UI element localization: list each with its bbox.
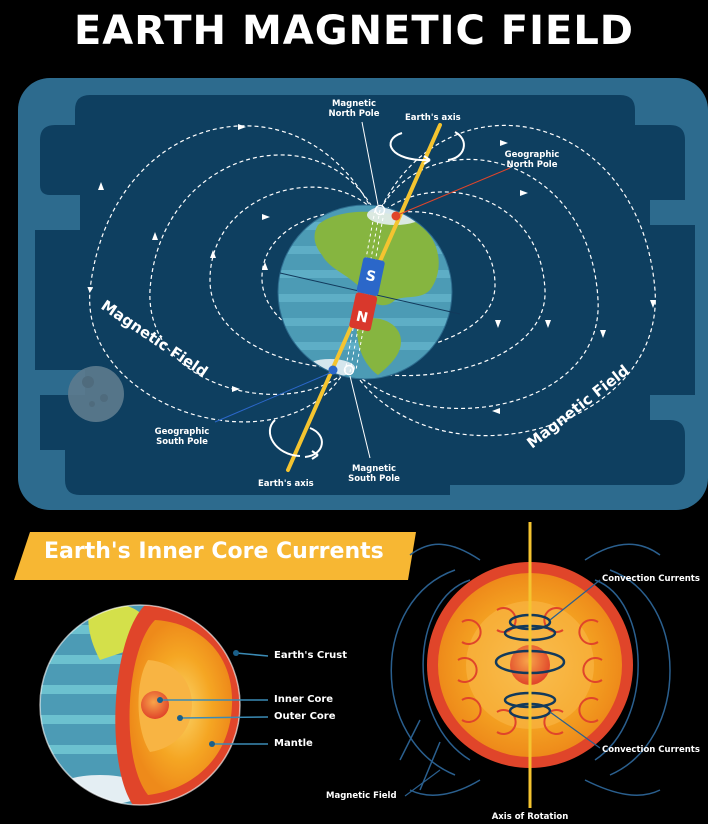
core-banner-title: Earth's Inner Core Currents: [44, 539, 384, 564]
inner-core: [141, 691, 169, 719]
geographic-south-pole-line2: South Pole: [156, 437, 208, 447]
mantle-label: Mantle: [274, 738, 313, 749]
core-banner-bg: [14, 532, 416, 580]
rotation-arrow-top: [389, 131, 465, 165]
magnetic-north-pole-line1: Magnetic: [331, 99, 377, 109]
outer-field-lines: [390, 543, 671, 796]
convection-currents-bottom-label: Convection Currents: [602, 745, 700, 755]
page-title: EARTH MAGNETIC FIELD: [73, 8, 635, 54]
bar-magnet: S N: [349, 257, 385, 332]
moon-icon: [68, 366, 124, 422]
earths-axis-top-label: Earth's axis: [405, 113, 461, 123]
convection-currents-top-label: Convection Currents: [602, 574, 700, 584]
field-lines: [87, 124, 656, 437]
convection-diagram: [390, 522, 671, 808]
core-banner: Earth's Inner Core Currents: [14, 526, 416, 582]
geographic-north-pole-label: Geographic North Pole: [502, 150, 562, 170]
outer-core-label: Outer Core: [274, 711, 336, 722]
magnetic-field-label: Magnetic Field: [326, 791, 397, 801]
magnetic-south-pole-line1: Magnetic: [351, 464, 397, 474]
geographic-south-pole-line1: Geographic: [154, 427, 210, 437]
inner-core-label: Inner Core: [274, 694, 334, 705]
axis-of-rotation-label: Axis of Rotation: [491, 812, 569, 822]
earth-cutaway: [39, 604, 241, 806]
field-arrows: [98, 124, 656, 414]
cutaway-leaders: [160, 652, 269, 745]
magnet-s-label: S: [364, 268, 377, 286]
magnetic-north-pole-line2: North Pole: [328, 109, 380, 119]
geographic-north-pole-line2: North Pole: [506, 160, 558, 170]
magnetic-south-pole-label: Magnetic South Pole: [345, 464, 403, 484]
geographic-north-marker: [391, 211, 401, 221]
earths-crust-label: Earth's Crust: [274, 650, 348, 661]
magnet-n-label: N: [355, 309, 370, 327]
magnetic-north-pole-label: Magnetic North Pole: [326, 99, 382, 119]
magnetic-south-pole-line2: South Pole: [348, 474, 400, 484]
earths-axis-bottom-label: Earth's axis: [258, 479, 314, 489]
pole-markers: [328, 204, 401, 376]
magnetic-south-marker: [343, 364, 355, 376]
leader-lines: [214, 121, 511, 459]
rotation-arrow-bottom: [269, 419, 323, 460]
geographic-south-marker: [328, 365, 338, 375]
magnetic-north-marker: [374, 204, 386, 216]
convection-leaders: [404, 579, 601, 797]
geographic-north-pole-line1: Geographic: [504, 150, 560, 160]
geographic-south-pole-label: Geographic South Pole: [152, 427, 212, 447]
